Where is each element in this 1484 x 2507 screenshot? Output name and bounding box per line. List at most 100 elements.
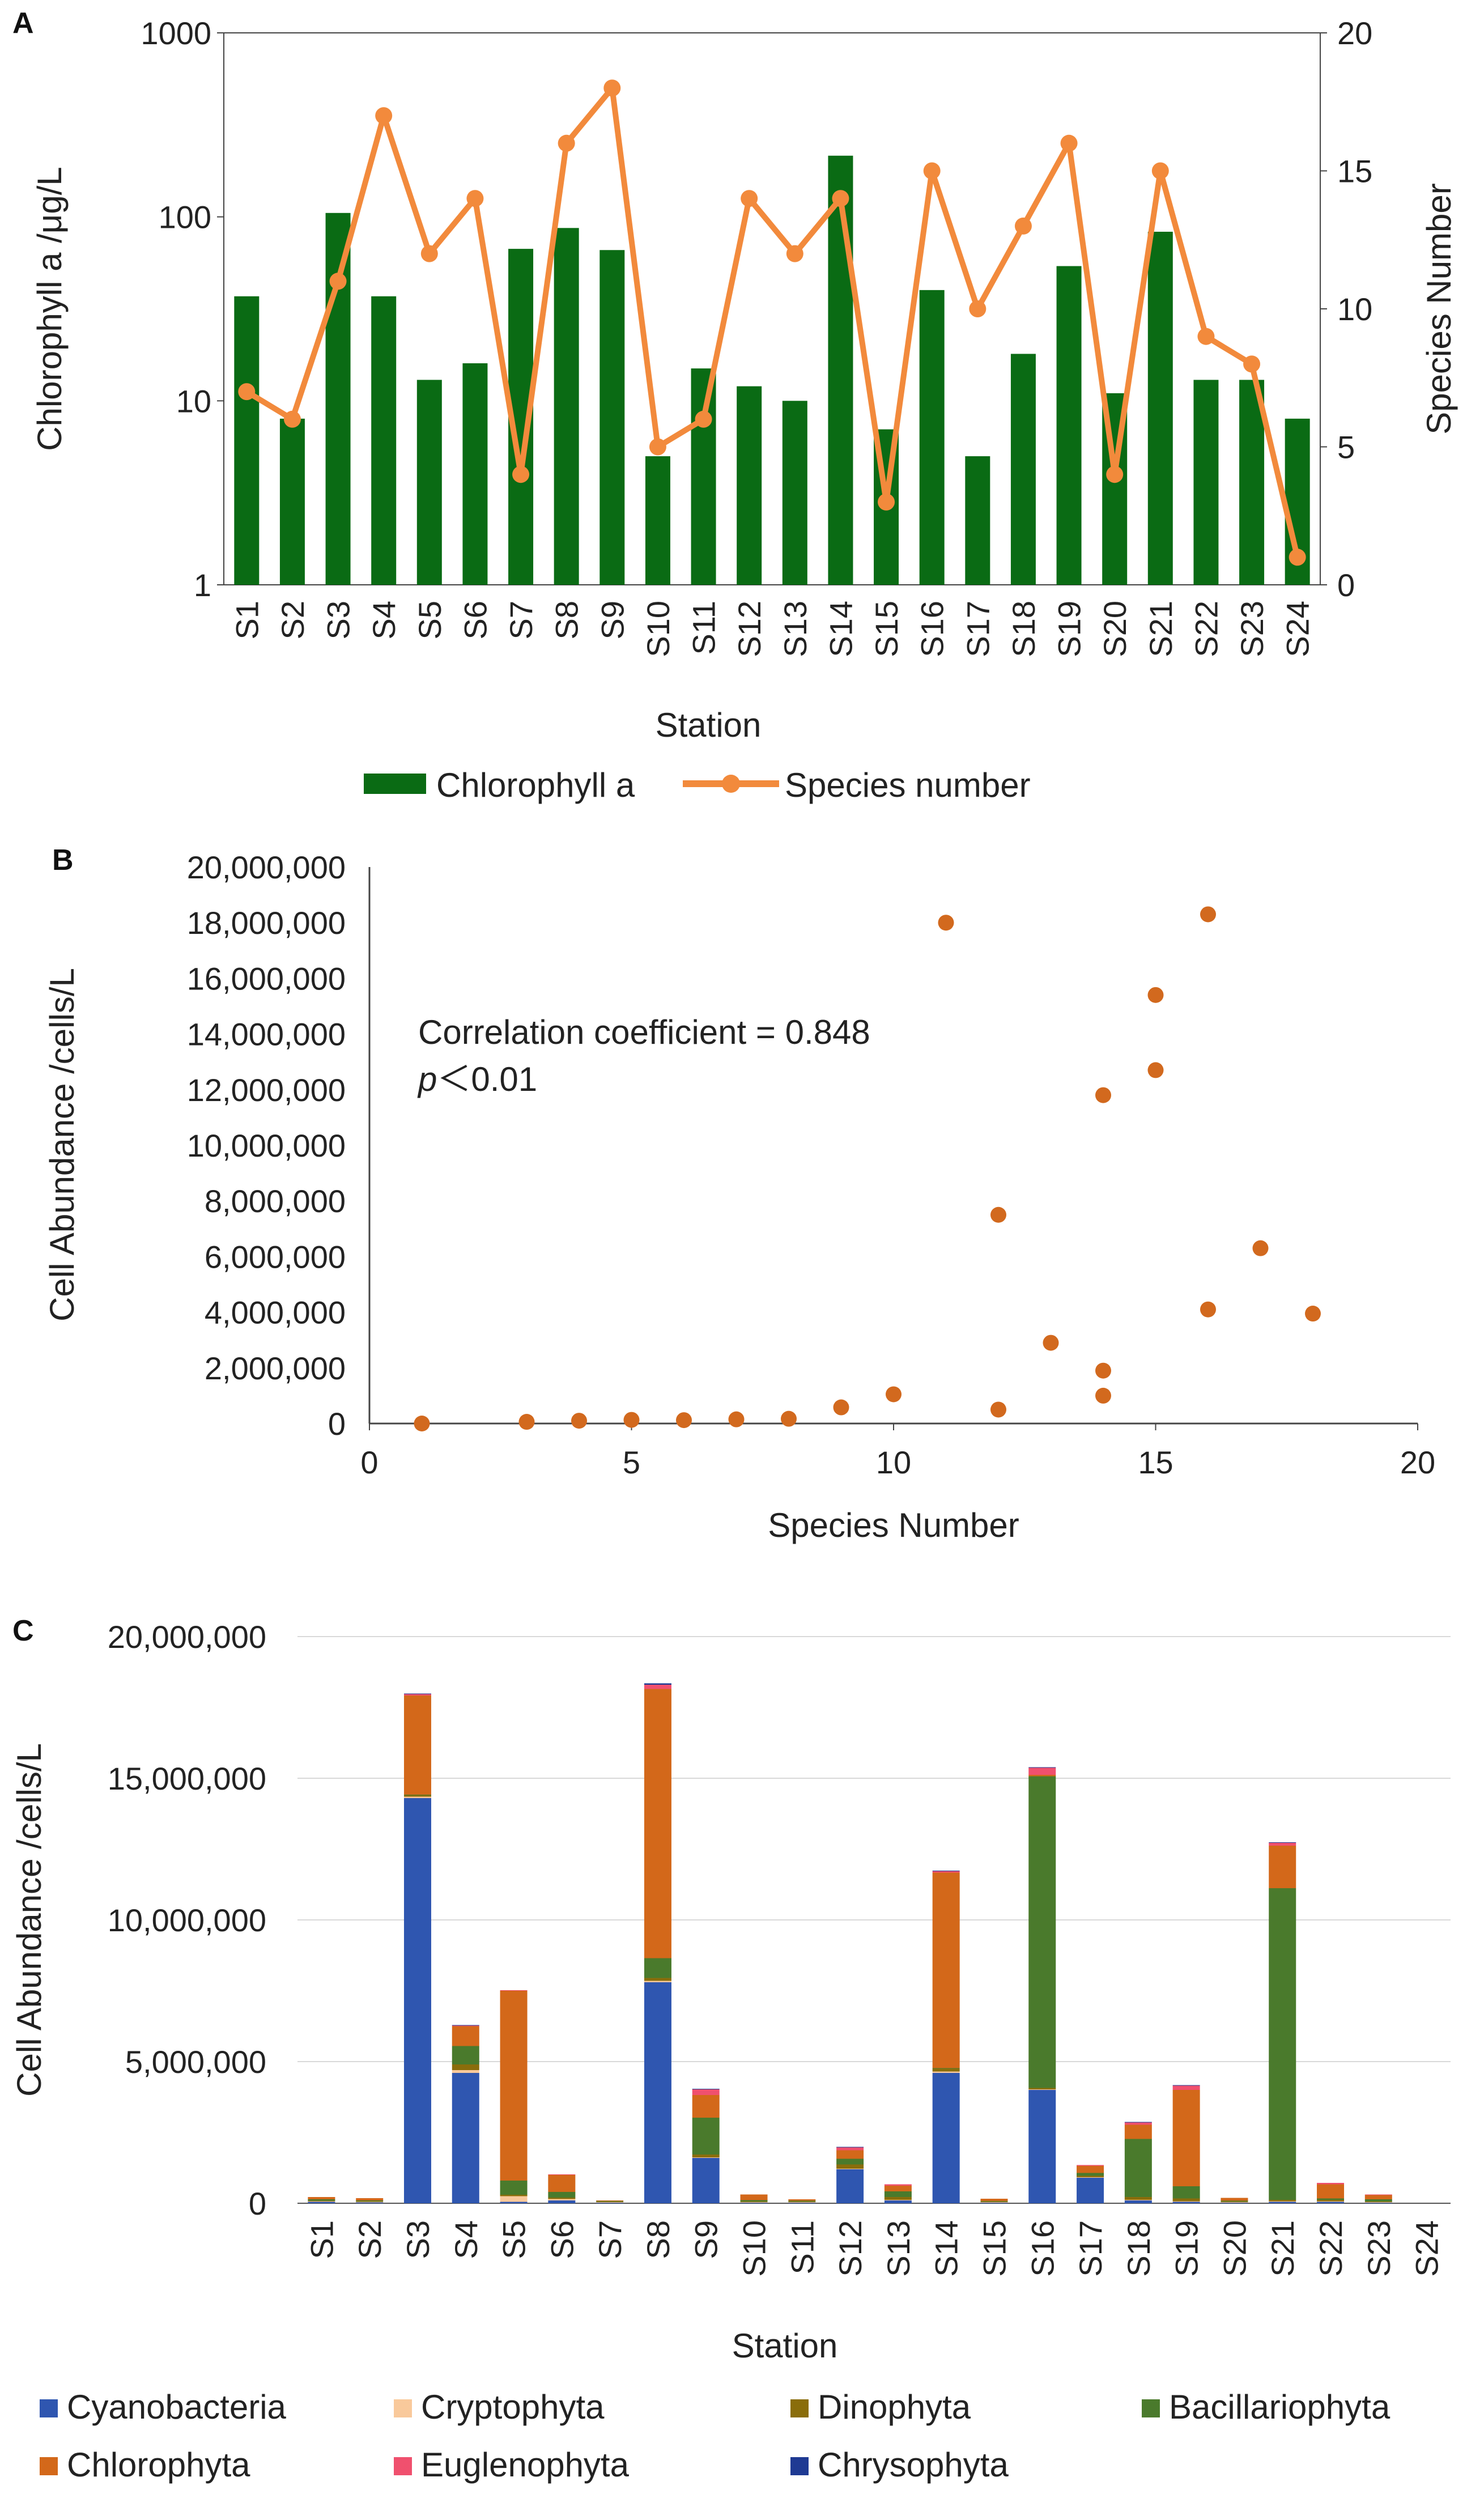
species-point-s22 bbox=[1197, 328, 1215, 345]
bar-cryptophyta-s5 bbox=[500, 2196, 528, 2202]
bar-cyanobacteria-s2 bbox=[356, 2202, 384, 2203]
bar-cyanobacteria-s9 bbox=[692, 2158, 720, 2203]
species-point-s14 bbox=[832, 190, 849, 207]
panel-a-x-tick-s9: S9 bbox=[594, 601, 630, 640]
bar-bacillariophyta-s9 bbox=[692, 2118, 720, 2155]
panel-b-label: B bbox=[52, 844, 74, 877]
bar-cryptophyta-s4 bbox=[452, 2070, 479, 2073]
species-point-s12 bbox=[741, 190, 758, 207]
chlorophyll-bar-s14 bbox=[828, 155, 853, 585]
panel-a-x-tick-s4: S4 bbox=[366, 601, 402, 640]
panel-c-legend: Cyanobacteria Cryptophyta Dinophyta Bacilla… bbox=[40, 2388, 1391, 2484]
bar-bacillariophyta-s13 bbox=[884, 2191, 912, 2197]
bar-cryptophyta-s9 bbox=[692, 2157, 720, 2158]
panel-a-left-tick-1000: 1000 bbox=[141, 15, 211, 51]
panel-a: A 1 10 100 1000 0 5 10 15 20 S1 S2 S3 S4 S5 S6 S7 S8 S9… bbox=[12, 7, 1458, 804]
species-point-s23 bbox=[1243, 355, 1261, 373]
bar-cyanobacteria-s8 bbox=[644, 1982, 671, 2203]
panel-b-y-tick-10: 20,000,000 bbox=[187, 849, 346, 885]
bar-chlorophyta-s11 bbox=[788, 2199, 816, 2201]
bar-chlorophyta-s5 bbox=[500, 1991, 528, 2181]
scatter-point-13 bbox=[1095, 1087, 1111, 1103]
bar-chlorophyta-s10 bbox=[740, 2194, 768, 2200]
bar-dinophyta-s5 bbox=[500, 2195, 528, 2196]
panel-a-legend: Chlorophyll a Species number bbox=[364, 766, 1031, 804]
bar-chlorophyta-s7 bbox=[596, 2200, 624, 2201]
panel-c-x-tick-s22: S22 bbox=[1313, 2220, 1349, 2277]
panel-a-x-tick-s16: S16 bbox=[915, 601, 950, 657]
bar-euglenophyta-s17 bbox=[1077, 2165, 1104, 2166]
bar-bacillariophyta-s10 bbox=[740, 2200, 768, 2202]
bar-euglenophyta-s12 bbox=[836, 2147, 864, 2151]
chlorophyll-bar-s4 bbox=[371, 296, 397, 585]
chlorophyll-bar-s21 bbox=[1147, 231, 1173, 585]
panel-c-x-tick-s18: S18 bbox=[1121, 2220, 1156, 2277]
scatter-point-4 bbox=[676, 1412, 692, 1429]
panel-a-x-tick-s21: S21 bbox=[1143, 601, 1179, 657]
bar-bacillariophyta-s20 bbox=[1221, 2200, 1248, 2202]
panel-c-y-tick-2: 10,000,000 bbox=[108, 1902, 266, 1938]
bar-chlorophyta-s9 bbox=[692, 2095, 720, 2118]
scatter-point-1 bbox=[518, 1414, 535, 1430]
bar-cryptophyta-s7 bbox=[596, 2202, 624, 2203]
legend-swatch-bacillariophyta bbox=[1142, 2399, 1160, 2417]
bar-chlorophyta-s15 bbox=[980, 2199, 1008, 2201]
legend-label-chrysophyta: Chrysophyta bbox=[818, 2446, 1009, 2484]
panel-a-left-tick-1: 1 bbox=[194, 567, 211, 603]
panel-c-x-tick-s15: S15 bbox=[976, 2220, 1012, 2277]
bar-euglenophyta-s18 bbox=[1124, 2122, 1152, 2125]
bar-euglenophyta-s8 bbox=[644, 1685, 671, 1689]
bar-dinophyta-s4 bbox=[452, 2064, 479, 2070]
panel-c-x-tick-s10: S10 bbox=[737, 2220, 772, 2277]
panel-a-x-tick-s12: S12 bbox=[732, 601, 767, 657]
bar-dinophyta-s14 bbox=[932, 2068, 960, 2072]
p-value-threshold: ＜0.01 bbox=[437, 1060, 537, 1098]
bar-cryptophyta-s10 bbox=[740, 2202, 768, 2203]
bar-chrysophyta-s16 bbox=[1028, 1767, 1056, 1768]
bar-bacillariophyta-s21 bbox=[1269, 1888, 1296, 2200]
panel-c-x-tick-s17: S17 bbox=[1073, 2220, 1108, 2277]
scatter-point-5 bbox=[728, 1411, 745, 1427]
bar-chlorophyta-s4 bbox=[452, 2026, 479, 2046]
panel-c-x-tick-s20: S20 bbox=[1217, 2220, 1252, 2277]
bar-chlorophyta-s21 bbox=[1269, 1846, 1296, 1888]
bar-cryptophyta-s6 bbox=[548, 2199, 576, 2200]
bar-bacillariophyta-s7 bbox=[596, 2201, 624, 2202]
panel-a-x-axis-label: Station bbox=[656, 706, 762, 744]
bar-chrysophyta-s21 bbox=[1269, 1842, 1296, 1843]
panel-a-x-tick-s17: S17 bbox=[960, 601, 996, 657]
species-point-s24 bbox=[1289, 549, 1306, 566]
chlorophyll-bar-s22 bbox=[1193, 380, 1219, 585]
panel-a-x-tick-s11: S11 bbox=[686, 601, 722, 655]
species-point-s16 bbox=[923, 162, 941, 180]
panel-b-y-tick-6: 12,000,000 bbox=[187, 1072, 346, 1108]
chlorophyll-bar-s1 bbox=[234, 296, 260, 585]
scatter-point-16 bbox=[1147, 987, 1164, 1003]
bar-chrysophyta-s12 bbox=[836, 2147, 864, 2148]
panel-a-x-tick-s18: S18 bbox=[1006, 601, 1041, 657]
bar-dinophyta-s16 bbox=[1028, 2088, 1056, 2089]
panel-b-x-axis-label: Species Number bbox=[768, 1506, 1019, 1544]
legend-swatch-euglenophyta bbox=[394, 2457, 412, 2475]
scatter-point-2 bbox=[571, 1413, 587, 1429]
bar-dinophyta-s3 bbox=[403, 1795, 431, 1797]
species-point-s9 bbox=[603, 79, 621, 97]
panel-a-x-tick-s23: S23 bbox=[1234, 601, 1270, 657]
panel-a-x-tick-s1: S1 bbox=[229, 601, 265, 640]
bar-bacillariophyta-s8 bbox=[644, 1958, 671, 1978]
panel-c-x-tick-s1: S1 bbox=[304, 2220, 339, 2259]
bar-chlorophyta-s2 bbox=[356, 2198, 384, 2200]
correlation-annotation: Correlation coefficient = 0.848 bbox=[418, 1013, 870, 1051]
scatter-point-11 bbox=[990, 1401, 1006, 1418]
panel-c-y-tick-1: 5,000,000 bbox=[125, 2044, 266, 2080]
panel-b-x-tick-5: 5 bbox=[623, 1444, 640, 1480]
bar-bacillariophyta-s16 bbox=[1028, 1776, 1056, 2088]
bar-cryptophyta-s8 bbox=[644, 1981, 671, 1982]
panel-c-x-tick-s13: S13 bbox=[881, 2220, 916, 2277]
chlorophyll-bar-s8 bbox=[554, 228, 579, 585]
bar-cryptophyta-s11 bbox=[788, 2202, 816, 2203]
panel-c-x-tick-s8: S8 bbox=[640, 2220, 676, 2259]
bar-cryptophyta-s17 bbox=[1077, 2177, 1104, 2178]
bar-cyanobacteria-s16 bbox=[1028, 2090, 1056, 2203]
p-value-annotation: p＜0.01 bbox=[417, 1060, 537, 1098]
